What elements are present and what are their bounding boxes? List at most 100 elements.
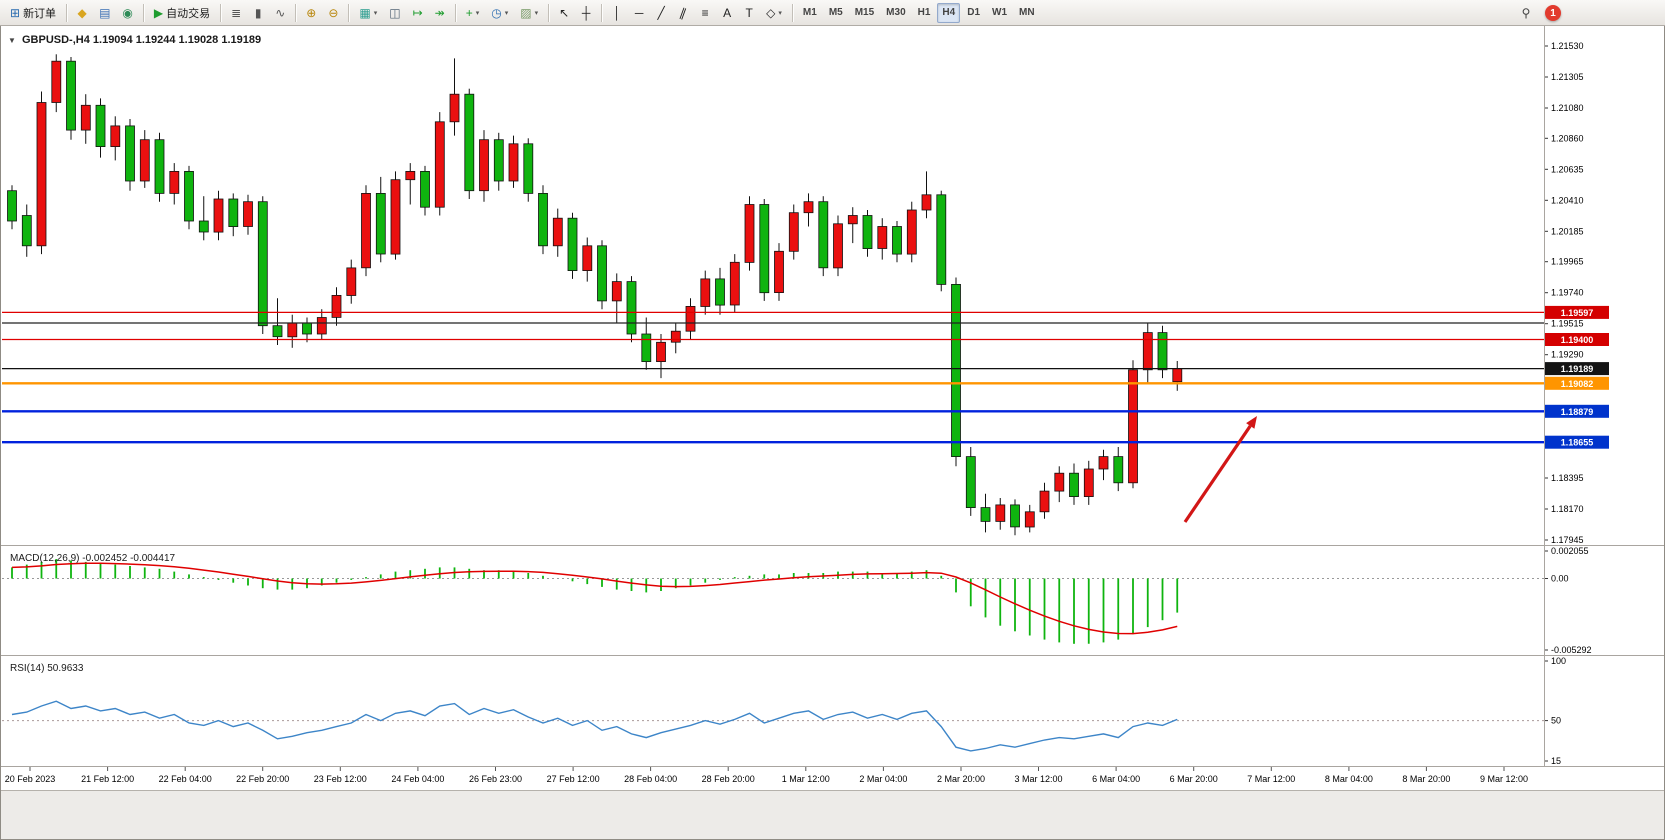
candle	[759, 204, 770, 294]
tile-windows-icon: ◫	[389, 5, 401, 20]
macd-pane: MACD(12,26,9) -0.002452 -0.004417 0.00205…	[2, 546, 1592, 655]
toolbar-separator	[601, 3, 603, 22]
fibonacci-icon[interactable]: ≡	[695, 3, 715, 23]
tf-m5-button[interactable]: M5	[824, 3, 848, 23]
bar-chart-icon[interactable]: ≣	[226, 3, 246, 23]
candle	[803, 201, 814, 214]
candle	[198, 220, 209, 233]
candle	[1098, 456, 1109, 470]
zoom-out-icon[interactable]: ⊖	[323, 3, 343, 23]
tf-h4-button-label: H4	[942, 7, 956, 18]
candle	[154, 139, 165, 194]
candlestick-chart-icon[interactable]: ▮	[248, 3, 268, 23]
tf-m1-button[interactable]: M1	[798, 3, 822, 23]
candle	[951, 283, 961, 457]
templates-icon: ▨	[520, 5, 532, 20]
svg-text:1.19965: 1.19965	[1551, 257, 1584, 267]
candle	[21, 215, 32, 247]
channel-icon[interactable]: ∥	[673, 3, 693, 23]
dropdown-caret-icon: ▾	[373, 9, 378, 17]
svg-text:6 Mar 20:00: 6 Mar 20:00	[1170, 774, 1218, 784]
candle	[906, 209, 917, 255]
crosshair-icon[interactable]: ┼	[576, 3, 596, 23]
charts-stack-icon[interactable]: ◆	[72, 3, 92, 23]
svg-text:1.21080: 1.21080	[1551, 103, 1584, 113]
toolbar-separator	[348, 3, 350, 22]
periods-icon[interactable]: ◷ ▾	[486, 3, 513, 23]
line-chart-icon[interactable]: ∿	[270, 3, 290, 23]
trend-arrow-annotation[interactable]	[1183, 416, 1257, 523]
tf-m30-button[interactable]: M30	[881, 3, 910, 23]
candle	[1039, 490, 1050, 513]
candle	[1128, 369, 1138, 484]
text-icon[interactable]: A	[717, 3, 737, 23]
new-chart-icon[interactable]: ▦ ▾	[354, 3, 382, 23]
candle	[405, 170, 416, 181]
navigator-icon[interactable]: ◉	[117, 3, 137, 23]
candle	[715, 278, 725, 306]
svg-text:1.18170: 1.18170	[1551, 504, 1584, 514]
vline-icon[interactable]: │	[607, 3, 627, 23]
new-order-button-label: 新订单	[23, 7, 57, 20]
svg-text:2 Mar 04:00: 2 Mar 04:00	[859, 774, 907, 784]
tf-h4-button[interactable]: H4	[937, 2, 961, 23]
candles-layer	[7, 54, 1183, 536]
tf-m15-button[interactable]: M15	[850, 3, 879, 23]
data-window-icon[interactable]: ▤	[94, 3, 115, 23]
price-badge: 1.19082	[1545, 376, 1609, 390]
toolbar-separator	[791, 3, 793, 22]
chart-shift-icon[interactable]: ↠	[430, 3, 450, 23]
tf-h1-button[interactable]: H1	[913, 3, 936, 23]
templates-icon[interactable]: ▨ ▾	[515, 3, 543, 23]
auto-scroll-icon[interactable]: ↦	[408, 3, 428, 23]
candle	[493, 139, 504, 182]
candle	[110, 125, 121, 148]
autotrading-button[interactable]: ▶ 自动交易	[149, 3, 215, 23]
candle	[1083, 468, 1094, 498]
rsi-line	[11, 700, 1178, 752]
hline-icon[interactable]: ─	[629, 3, 649, 23]
price-badge: 1.19400	[1545, 333, 1609, 346]
svg-text:1.17945: 1.17945	[1551, 535, 1584, 545]
candle	[921, 194, 932, 211]
macd-title: MACD(12,26,9) -0.002452 -0.004417	[10, 553, 176, 564]
svg-text:8 Mar 04:00: 8 Mar 04:00	[1325, 774, 1373, 784]
tf-d1-button[interactable]: D1	[962, 3, 985, 23]
shapes-icon: ◇	[766, 5, 776, 20]
new-order-button[interactable]: ⊞ 新订单	[5, 3, 61, 23]
candle	[213, 198, 224, 233]
notification-badge[interactable]: 1	[1545, 5, 1561, 21]
search-icon[interactable]: ⚲	[1516, 3, 1536, 23]
trendline-icon[interactable]: ╱	[651, 3, 671, 23]
tf-w1-button[interactable]: W1	[987, 3, 1012, 23]
candle	[316, 317, 327, 335]
candle	[656, 341, 666, 362]
label-icon[interactable]: T	[739, 3, 759, 23]
tf-mn-button[interactable]: MN	[1014, 3, 1040, 23]
indicators-icon[interactable]: + ▾	[461, 3, 485, 23]
svg-text:1.19400: 1.19400	[1561, 335, 1594, 345]
fibonacci-icon: ≡	[701, 5, 709, 20]
svg-text:1.21530: 1.21530	[1551, 41, 1584, 51]
zoom-in-icon[interactable]: ⊕	[301, 3, 321, 23]
candle	[523, 143, 534, 194]
candle	[7, 190, 17, 222]
svg-text:100: 100	[1551, 656, 1566, 666]
data-window-icon: ▤	[99, 5, 111, 20]
price-badge: 1.19189	[1545, 362, 1609, 376]
bottom-strip	[0, 790, 1665, 840]
one-click-trading-icon[interactable]: ▼	[8, 36, 16, 45]
shapes-icon[interactable]: ◇ ▾	[761, 3, 787, 23]
toolbar-right: ⚲ 1	[1515, 0, 1561, 26]
tf-m15-button-label: M15	[854, 7, 875, 18]
candle	[257, 201, 268, 327]
cursor-icon[interactable]: ↖	[554, 3, 574, 23]
tile-windows-icon[interactable]: ◫	[384, 3, 405, 23]
autotrading-button-label: 自动交易	[166, 7, 211, 20]
svg-text:1.18879: 1.18879	[1561, 407, 1594, 417]
time-axis: 20 Feb 2023 21 Feb 12:00 22 Feb 04:00 22 Fe…	[5, 766, 1528, 784]
auto-scroll-icon: ↦	[412, 5, 423, 20]
candle	[1024, 511, 1035, 528]
candle	[375, 192, 386, 255]
candle	[788, 212, 799, 252]
